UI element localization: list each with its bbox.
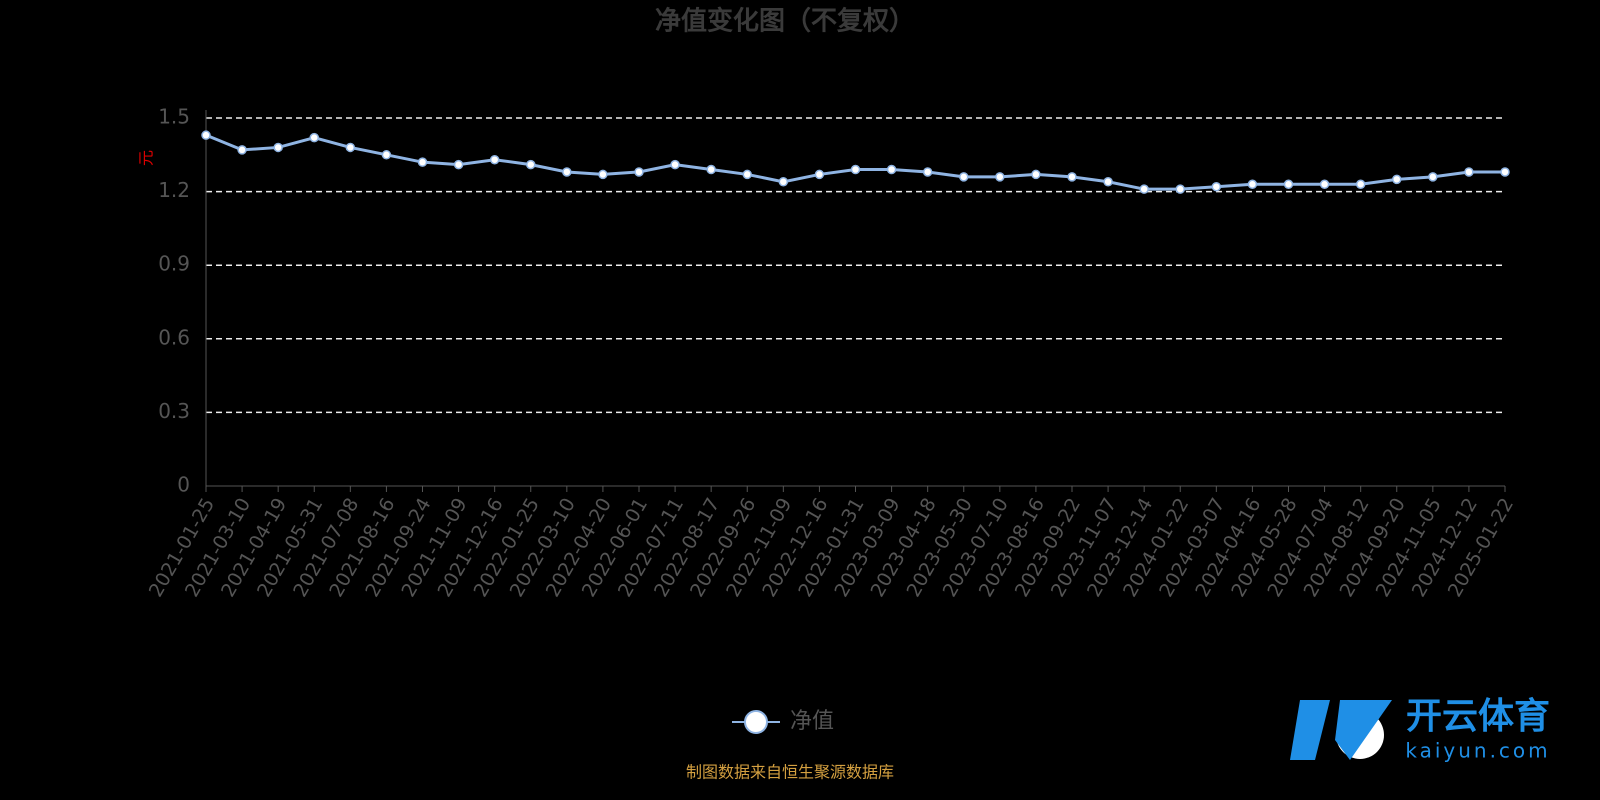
point [922, 167, 933, 177]
y-tick-label: 0.9 [158, 252, 190, 276]
point [1500, 167, 1510, 177]
point [273, 142, 283, 153]
point [1283, 179, 1294, 189]
point [562, 167, 572, 177]
legend-marker [744, 710, 768, 734]
point [526, 159, 536, 170]
logo-k [1290, 700, 1392, 760]
point [1175, 184, 1185, 194]
point [1103, 177, 1113, 187]
point [995, 172, 1005, 182]
point [381, 150, 392, 160]
point [345, 142, 356, 153]
point [1139, 184, 1149, 194]
point [1428, 172, 1438, 182]
point [1355, 179, 1366, 189]
point [850, 164, 861, 175]
point [1247, 179, 1258, 189]
point [309, 132, 319, 143]
point [742, 169, 752, 180]
y-tick-label: 0 [177, 473, 190, 497]
point [886, 164, 897, 175]
point [417, 157, 428, 167]
point [1464, 167, 1474, 177]
y-tick-label: 1.2 [158, 178, 190, 202]
chart-title: 净值变化图（不复权） [655, 6, 915, 37]
point [959, 172, 969, 182]
y-tick-label: 0.6 [158, 325, 190, 349]
watermark-title: 开云体育 [1406, 696, 1550, 737]
point [598, 169, 608, 180]
watermark-subtitle: kaiyun.com [1405, 739, 1550, 763]
y-tick-label: 1.5 [158, 105, 190, 129]
point [814, 169, 825, 180]
point [706, 164, 716, 175]
y-axis-label: 元 [137, 150, 156, 166]
point [778, 177, 789, 187]
point [237, 145, 247, 155]
point [1392, 174, 1402, 185]
point [201, 130, 211, 140]
point [453, 159, 464, 170]
point [1067, 172, 1077, 182]
point [489, 154, 500, 165]
point [1211, 181, 1222, 192]
source-note: 制图数据来自恒生聚源数据库 [686, 763, 894, 782]
point [634, 167, 644, 177]
point [1319, 179, 1330, 189]
point [1031, 169, 1041, 180]
point [670, 159, 680, 170]
legend-label: 净值 [790, 709, 834, 734]
y-tick-label: 0.3 [158, 399, 190, 423]
watermark: 开云体育 kaiyun.com [1290, 696, 1550, 763]
